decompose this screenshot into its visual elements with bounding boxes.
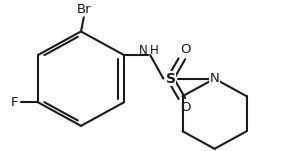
Text: F: F: [11, 96, 18, 109]
Text: H: H: [150, 44, 158, 57]
Text: O: O: [180, 43, 191, 56]
Text: N: N: [139, 44, 147, 57]
Text: O: O: [180, 101, 191, 114]
Text: S: S: [166, 72, 176, 86]
Text: Br: Br: [77, 3, 91, 16]
Text: N: N: [210, 72, 220, 85]
